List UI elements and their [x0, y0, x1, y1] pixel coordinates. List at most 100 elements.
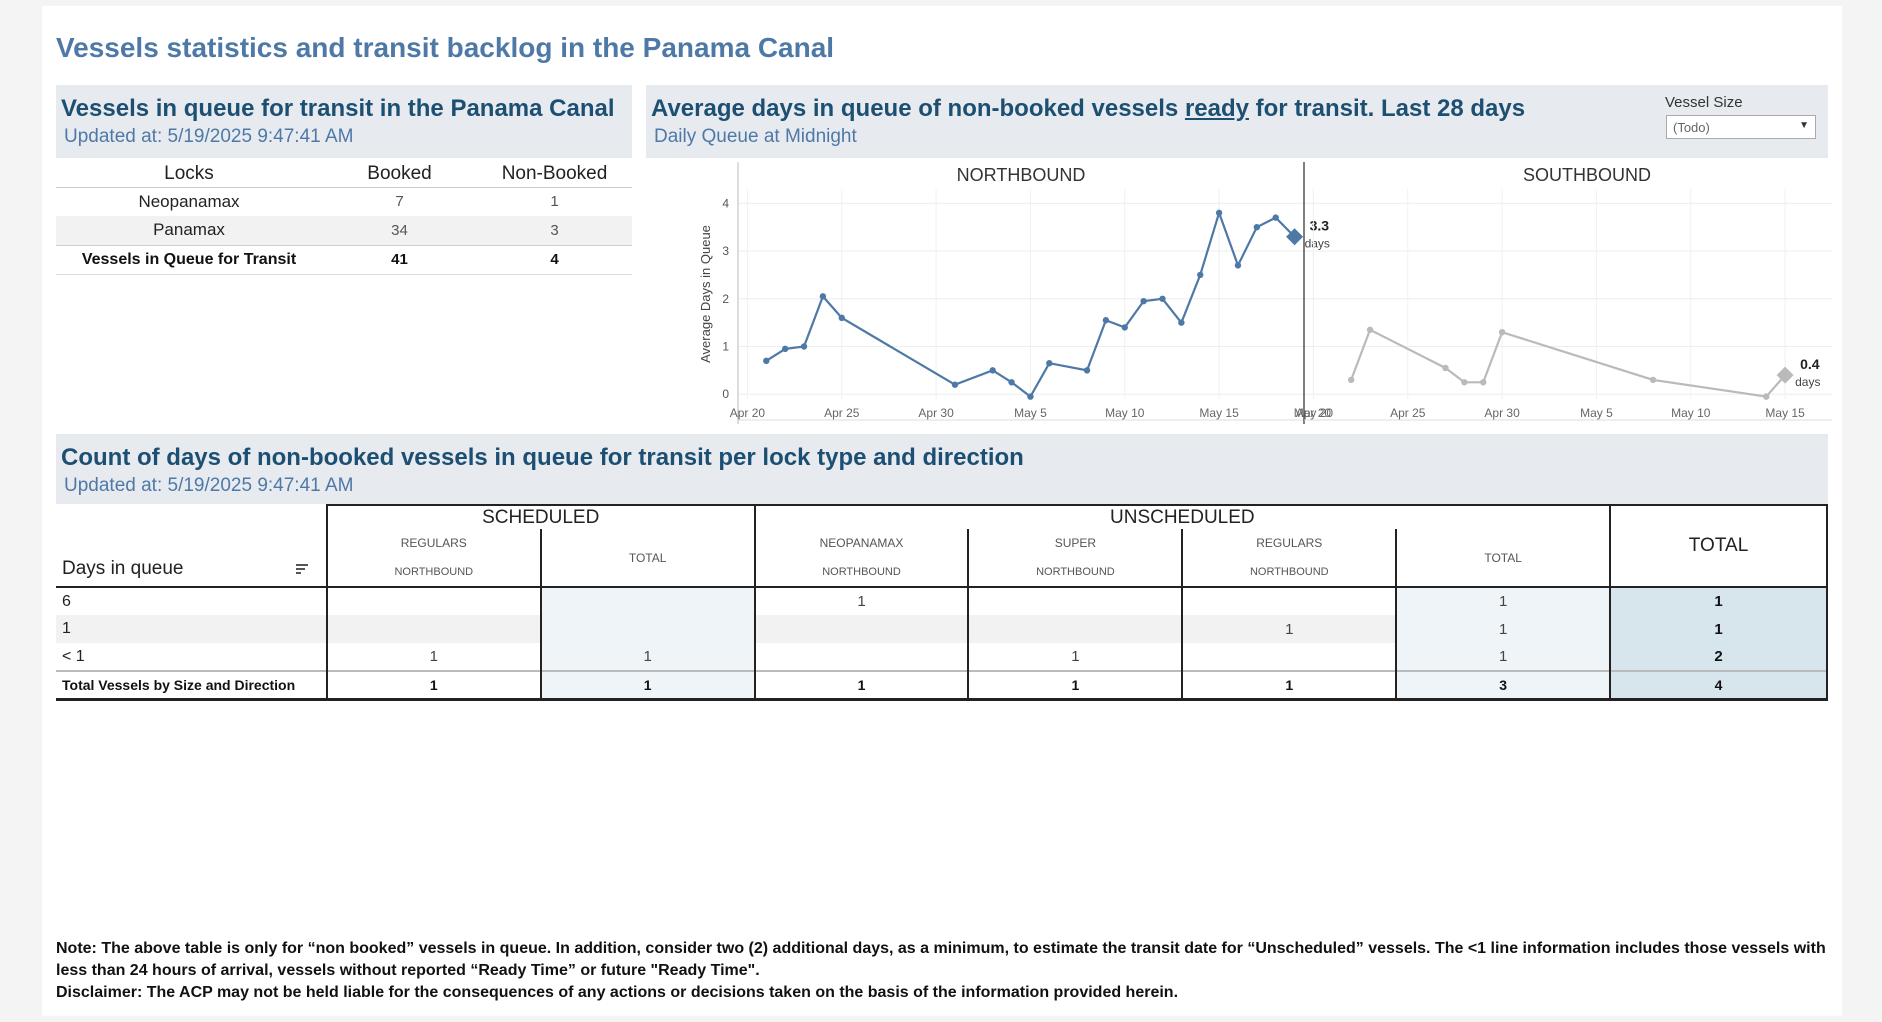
- col-locks: Locks: [164, 163, 214, 185]
- data-point: [819, 293, 827, 300]
- x-tick-label: Apr 20: [730, 406, 766, 420]
- data-point: [1197, 271, 1204, 279]
- count-cell: [539, 615, 755, 643]
- non-booked-value: 1: [550, 193, 559, 211]
- total-non-booked: 4: [477, 244, 632, 275]
- y-tick-label: 3: [722, 244, 729, 258]
- data-point: [1272, 214, 1279, 221]
- data-point: [1763, 393, 1770, 400]
- count-cell: 1: [539, 670, 755, 701]
- data-point: [1121, 324, 1128, 331]
- data-point: [1215, 209, 1223, 217]
- data-point: [838, 314, 845, 322]
- dashboard-page: Vessels statistics and transit backlog i…: [42, 6, 1842, 1016]
- footnote: Note: The above table is only for “non b…: [56, 938, 1836, 1004]
- table-row: Neopanamax 7 1: [56, 187, 632, 216]
- scheduled-header: SCHEDULED: [325, 504, 755, 529]
- vessel-size-dropdown[interactable]: (Todo) ▼: [1666, 115, 1816, 139]
- avg-panel-title: Average days in queue of non-booked vess…: [651, 95, 1525, 123]
- count-panel-updated: Updated at: 5/19/2025 9:47:41 AM: [64, 475, 354, 496]
- last-value-label: 3.3: [1310, 218, 1330, 234]
- row-label: < 1: [62, 647, 85, 665]
- count-cell: [539, 587, 755, 615]
- page-title: Vessels statistics and transit backlog i…: [56, 32, 835, 63]
- count-table: Days in queue SCHEDULED UNSCHEDULED TOTA…: [56, 504, 1828, 701]
- vessel-size-value: (Todo): [1673, 120, 1710, 135]
- count-cell: [1181, 587, 1397, 615]
- count-cell: 1: [1395, 615, 1611, 643]
- avg-panel-subtitle: Daily Queue at Midnight: [654, 126, 857, 147]
- data-point: [1442, 364, 1449, 372]
- data-point: [1234, 262, 1242, 269]
- avg-title-ready: ready: [1184, 95, 1249, 122]
- total-booked: 41: [322, 244, 477, 275]
- series-line: [765, 209, 1296, 399]
- data-point: [1083, 367, 1091, 374]
- queue-panel-updated: Updated at: 5/19/2025 9:47:41 AM: [64, 126, 354, 147]
- count-cell: 1: [1395, 587, 1611, 615]
- unsched-neopanamax-header: NEOPANAMAX: [753, 529, 969, 557]
- data-point: [781, 345, 789, 353]
- avg-title-post: for transit. Last 28 days: [1248, 95, 1526, 122]
- chevron-down-icon: ▼: [1799, 120, 1809, 131]
- data-point: [1480, 379, 1487, 386]
- direction-header: NORTHBOUND: [325, 557, 541, 588]
- count-cell: [325, 587, 541, 615]
- data-point: [1159, 295, 1166, 302]
- count-cell: 1: [753, 587, 969, 615]
- data-point: [763, 357, 770, 365]
- queue-table: Locks Booked Non-Booked Neopanamax 7 1 P…: [56, 162, 632, 275]
- count-cell: 1: [1609, 587, 1828, 615]
- days-in-queue-header[interactable]: Days in queue: [56, 505, 327, 588]
- count-cell: [753, 615, 969, 643]
- total-header: TOTAL: [1609, 504, 1828, 588]
- avg-title-pre: Average days in queue of non-booked vess…: [651, 95, 1185, 122]
- lock-name: Panamax: [56, 216, 322, 245]
- count-panel-title: Count of days of non-booked vessels in q…: [61, 444, 1024, 471]
- vessel-size-label: Vessel Size: [1665, 94, 1743, 111]
- count-cell: 1: [325, 643, 541, 671]
- booked-value: 34: [322, 216, 477, 245]
- data-point: [1102, 317, 1110, 324]
- direction-header: NORTHBOUND: [967, 557, 1183, 588]
- count-cell: 4: [1609, 670, 1828, 701]
- unsched-regulars-header: REGULARS: [1181, 529, 1397, 557]
- unscheduled-header: UNSCHEDULED: [753, 504, 1611, 529]
- count-cell: 1: [1181, 670, 1397, 701]
- count-cell: [967, 587, 1183, 615]
- x-tick-label: May 15: [1199, 406, 1239, 420]
- sched-regulars-header: REGULARS: [325, 529, 541, 557]
- count-cell: 1: [753, 670, 969, 701]
- row-label: 1: [56, 615, 327, 643]
- days-in-queue-label: Days in queue: [62, 558, 184, 579]
- data-point: [1027, 393, 1034, 400]
- count-cell: [753, 643, 969, 671]
- y-axis-label: Average Days in Queue: [698, 225, 713, 363]
- count-cell: 1: [1181, 615, 1397, 643]
- data-point: [951, 381, 959, 388]
- table-row: Panamax 34 3: [56, 216, 632, 245]
- non-booked-value: 3: [477, 216, 632, 245]
- x-tick-label: May 5: [1580, 406, 1613, 420]
- lock-name: Neopanamax: [138, 191, 240, 211]
- direction-header: NORTHBOUND: [1181, 557, 1397, 588]
- sort-icon[interactable]: [295, 562, 308, 576]
- x-tick-label: May 10: [1105, 406, 1145, 420]
- data-point: [1649, 376, 1657, 384]
- row-label: Total Vessels by Size and Direction: [56, 670, 327, 701]
- count-cell: 2: [1609, 643, 1828, 671]
- x-tick-label: May 5: [1014, 406, 1047, 420]
- y-tick-label: 4: [722, 196, 729, 210]
- count-cell: 1: [539, 643, 755, 671]
- data-point: [1140, 297, 1147, 305]
- count-cell: 1: [967, 643, 1183, 671]
- booked-value: 7: [395, 193, 404, 211]
- avg-days-chart: Average Days in Queue 0 1 2 3 4 NORTHBOUND Apr …: [698, 162, 1832, 424]
- queue-panel-header: Vessels in queue for transit in the Pana…: [56, 85, 632, 158]
- x-tick-label: Apr 25: [824, 406, 860, 420]
- row-label: 6: [62, 592, 71, 610]
- unsched-total-header: TOTAL: [1395, 529, 1611, 588]
- data-point: [1178, 319, 1185, 326]
